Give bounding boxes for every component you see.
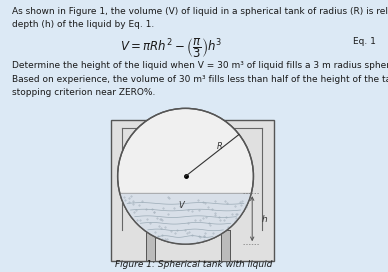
- Text: Figure 1: Spherical tank with liquid: Figure 1: Spherical tank with liquid: [115, 260, 273, 269]
- Ellipse shape: [118, 108, 253, 244]
- Text: Based on experience, the volume of 30 m³ fills less than half of the height of t: Based on experience, the volume of 30 m³…: [12, 75, 388, 84]
- Bar: [222, 230, 230, 261]
- Text: depth (h) of the liquid by Eq. 1.: depth (h) of the liquid by Eq. 1.: [12, 20, 154, 29]
- Text: $V = \pi R h^2 - \left(\dfrac{\pi}{3}\right) h^3$: $V = \pi R h^2 - \left(\dfrac{\pi}{3}\ri…: [120, 37, 222, 60]
- Text: Eq. 1: Eq. 1: [353, 37, 376, 46]
- Text: $h$: $h$: [261, 213, 268, 224]
- Text: $V$: $V$: [178, 199, 186, 210]
- Text: As shown in Figure 1, the volume (V) of liquid in a spherical tank of radius (R): As shown in Figure 1, the volume (V) of …: [12, 7, 388, 16]
- Text: stopping criterion near ZERO%.: stopping criterion near ZERO%.: [12, 88, 155, 97]
- Text: $R$: $R$: [216, 140, 223, 151]
- Polygon shape: [120, 193, 251, 244]
- Bar: [146, 230, 155, 261]
- Text: Determine the height of the liquid when V = 30 m³ of liquid fills a 3 m radius s: Determine the height of the liquid when …: [12, 61, 388, 70]
- Bar: [111, 120, 274, 261]
